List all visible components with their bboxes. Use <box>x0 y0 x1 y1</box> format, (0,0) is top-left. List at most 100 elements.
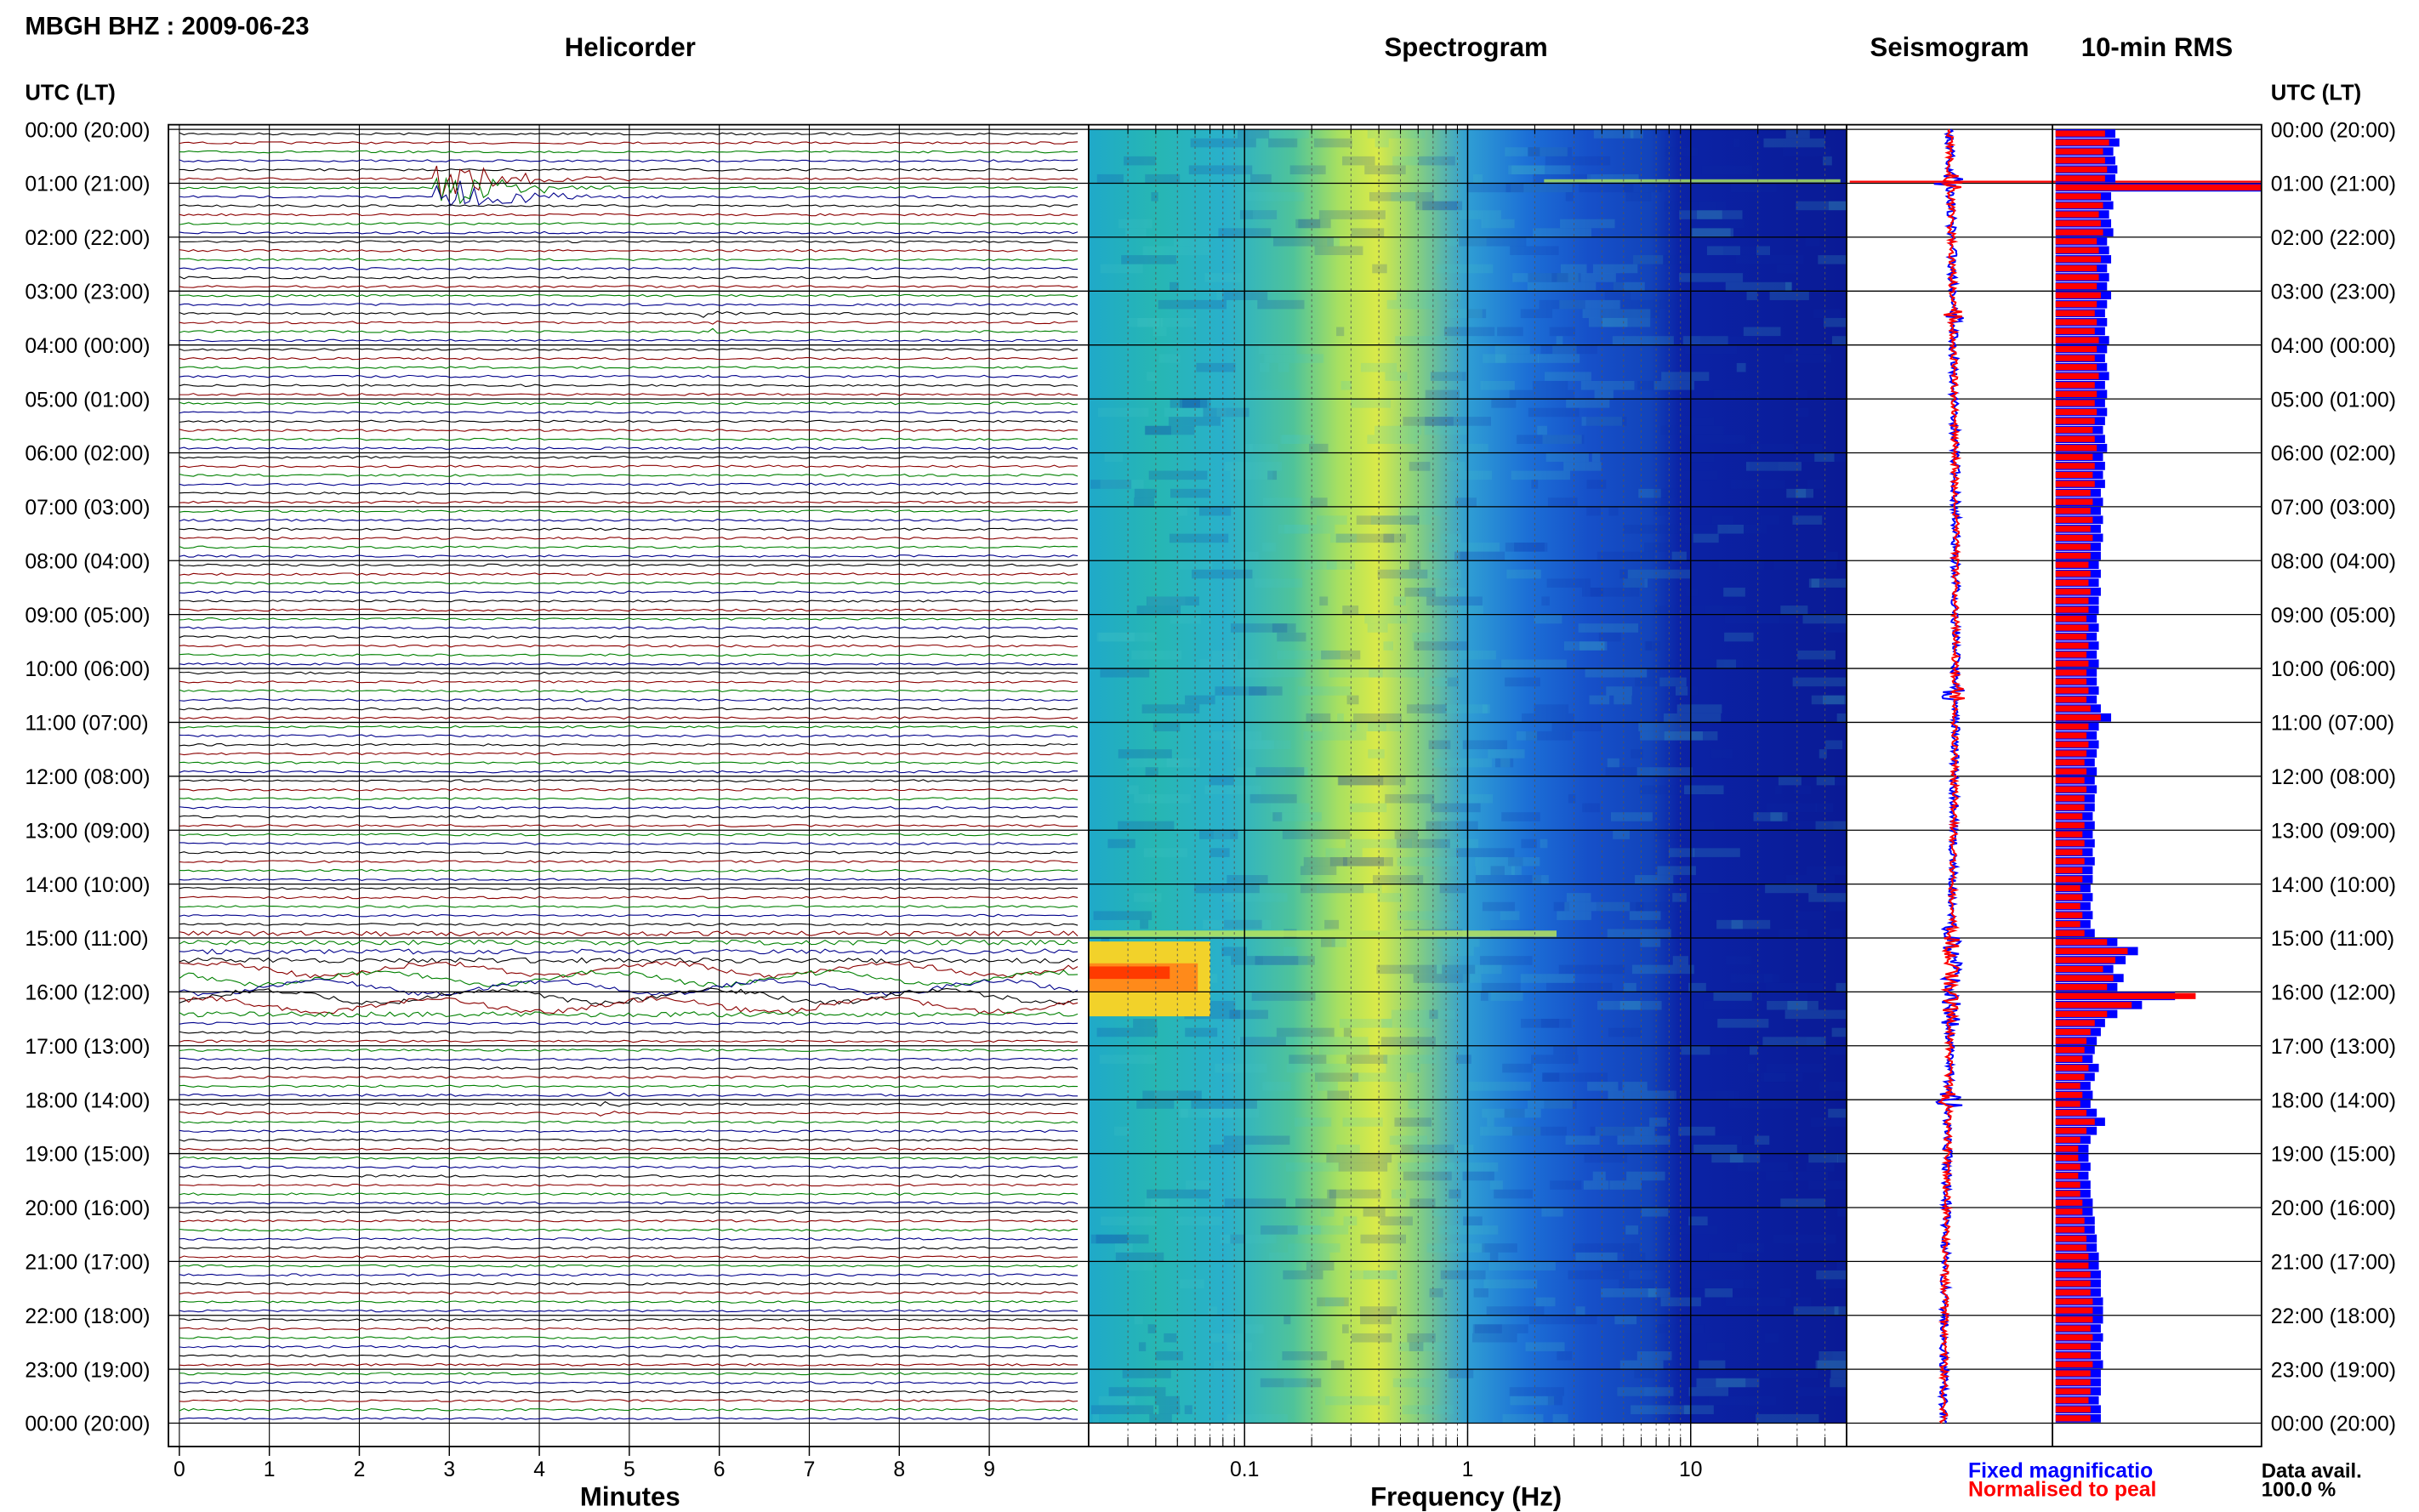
spectrogram-streak <box>1397 911 1459 920</box>
spectrogram-streak <box>1209 776 1234 786</box>
spectrogram-streak <box>1479 956 1533 965</box>
spectrogram-streak <box>1669 686 1699 696</box>
spectrogram-streak <box>1814 452 1835 463</box>
spectrogram-streak <box>1158 354 1181 363</box>
spectrogram-streak <box>1283 524 1335 534</box>
spectrogram-streak <box>1726 956 1751 965</box>
helicorder-trace <box>179 429 1079 432</box>
spectrogram-streak <box>1736 362 1746 372</box>
spectrogram-streak <box>1810 1117 1847 1127</box>
spectrogram-streak <box>1148 470 1208 480</box>
spectrogram-streak <box>1535 1297 1556 1307</box>
time-label-right: 20:00 (16:00) <box>2271 1197 2396 1220</box>
spectrogram-streak <box>1270 803 1310 813</box>
spectrogram-streak <box>1300 884 1364 894</box>
spectrogram-streak <box>1807 480 1824 489</box>
rms-bar-normalised <box>2055 947 2128 955</box>
spectrogram-streak <box>1488 1261 1556 1270</box>
helicorder-trace <box>179 1390 1079 1394</box>
time-label-left: 03:00 (23:00) <box>25 281 150 304</box>
spectrogram-streak <box>1778 929 1808 939</box>
time-label-left: 01:00 (21:00) <box>25 173 150 196</box>
spectrogram-streak <box>1575 1252 1618 1262</box>
spectrogram-streak <box>1281 435 1301 444</box>
spectrogram-streak <box>1475 856 1540 867</box>
spectrogram-streak <box>1724 632 1754 642</box>
spectrogram-streak <box>1147 1324 1157 1333</box>
spectrogram-streak <box>1368 722 1404 731</box>
spectrogram-streak <box>1766 1063 1823 1073</box>
time-label-left: 19:00 (15:00) <box>25 1144 150 1167</box>
spectrogram-streak <box>1557 1351 1573 1361</box>
spectrogram-streak <box>1437 938 1480 947</box>
spectrogram-streak <box>1648 1287 1671 1298</box>
rms-bar-normalised <box>2055 516 2093 523</box>
spectrogram-streak <box>1263 497 1302 507</box>
spectrogram-streak <box>1352 1072 1407 1083</box>
spectrogram-streak <box>1460 793 1493 804</box>
rms-bar-normalised <box>2055 1191 2080 1197</box>
spectrogram-streak <box>1272 236 1334 247</box>
time-label-right: 10:00 (06:00) <box>2271 658 2396 681</box>
spectrogram-streak <box>1471 1333 1517 1343</box>
rms-bar-normalised <box>2055 813 2083 820</box>
spectrogram-streak <box>1635 677 1681 687</box>
spectrogram-streak <box>1597 551 1655 561</box>
spectrogram-streak <box>1349 803 1387 813</box>
spectrogram-streak <box>1224 1198 1286 1208</box>
spectrogram-streak <box>1723 588 1745 597</box>
spectrogram-streak <box>1134 1315 1143 1325</box>
rms-bar-normalised <box>2055 130 2105 137</box>
spectrogram-streak <box>1792 677 1847 687</box>
spectrogram-streak <box>1676 470 1718 480</box>
spectrogram-streak <box>1608 506 1619 516</box>
spectrogram-streak <box>1144 425 1195 435</box>
helicorder-trace <box>179 1255 1079 1259</box>
spectrogram-streak <box>1756 1369 1772 1378</box>
helicorder-trace <box>179 392 1079 396</box>
minute-tick-label: 3 <box>443 1458 455 1481</box>
spectrogram-streak <box>1320 938 1335 947</box>
helicorder-trace <box>179 1362 1079 1367</box>
spectrogram-streak <box>1460 210 1501 219</box>
rms-bar-normalised <box>2055 1307 2093 1314</box>
spectrogram-streak <box>1693 1135 1743 1145</box>
spectrogram-streak <box>1636 901 1699 912</box>
rms-bar-normalised <box>2055 1028 2091 1036</box>
spectrogram-streak <box>1466 1082 1531 1091</box>
helicorder-trace <box>179 1192 1079 1196</box>
spectrogram-streak <box>1441 533 1461 543</box>
spectrogram-streak <box>1607 758 1619 768</box>
spectrogram-streak <box>1174 236 1209 247</box>
spectrogram-streak <box>1525 731 1573 741</box>
spectrogram-streak <box>1342 856 1393 867</box>
spectrogram-streak <box>1701 165 1753 175</box>
spectrogram-streak <box>1588 317 1651 327</box>
helicorder-trace <box>179 698 1079 702</box>
minute-tick-label: 7 <box>804 1458 816 1481</box>
spectrogram-streak <box>1773 560 1837 570</box>
spectrogram-streak <box>1834 1306 1847 1316</box>
rms-bar-normalised <box>2055 1388 2091 1395</box>
spectrogram-streak <box>1142 1090 1202 1100</box>
spectrogram-streak <box>1617 1135 1671 1145</box>
spectrogram-streak <box>1660 425 1724 435</box>
spectrogram-streak <box>1836 982 1847 992</box>
spectrogram-streak <box>1345 838 1413 849</box>
helicorder-trace <box>179 653 1079 657</box>
spectrogram-streak <box>1482 901 1516 912</box>
spectrogram-streak <box>1610 812 1653 821</box>
spectrogram-streak <box>1209 1144 1245 1154</box>
spectrogram-streak <box>1251 992 1316 1001</box>
rms-bar-normalised <box>2055 571 2091 577</box>
spectrogram-streak <box>1317 1082 1338 1091</box>
spectrogram-streak <box>1455 497 1477 507</box>
spectrogram-streak <box>1100 480 1144 489</box>
spectrogram-streak <box>1660 497 1670 507</box>
spectrogram-streak <box>1688 1216 1708 1226</box>
spectrogram-streak <box>1399 569 1461 579</box>
helicorder-trace <box>179 930 1079 937</box>
rms-bar-normalised <box>2055 372 2099 379</box>
spectrogram-streak <box>1824 317 1847 327</box>
spectrogram-streak <box>1096 632 1135 642</box>
